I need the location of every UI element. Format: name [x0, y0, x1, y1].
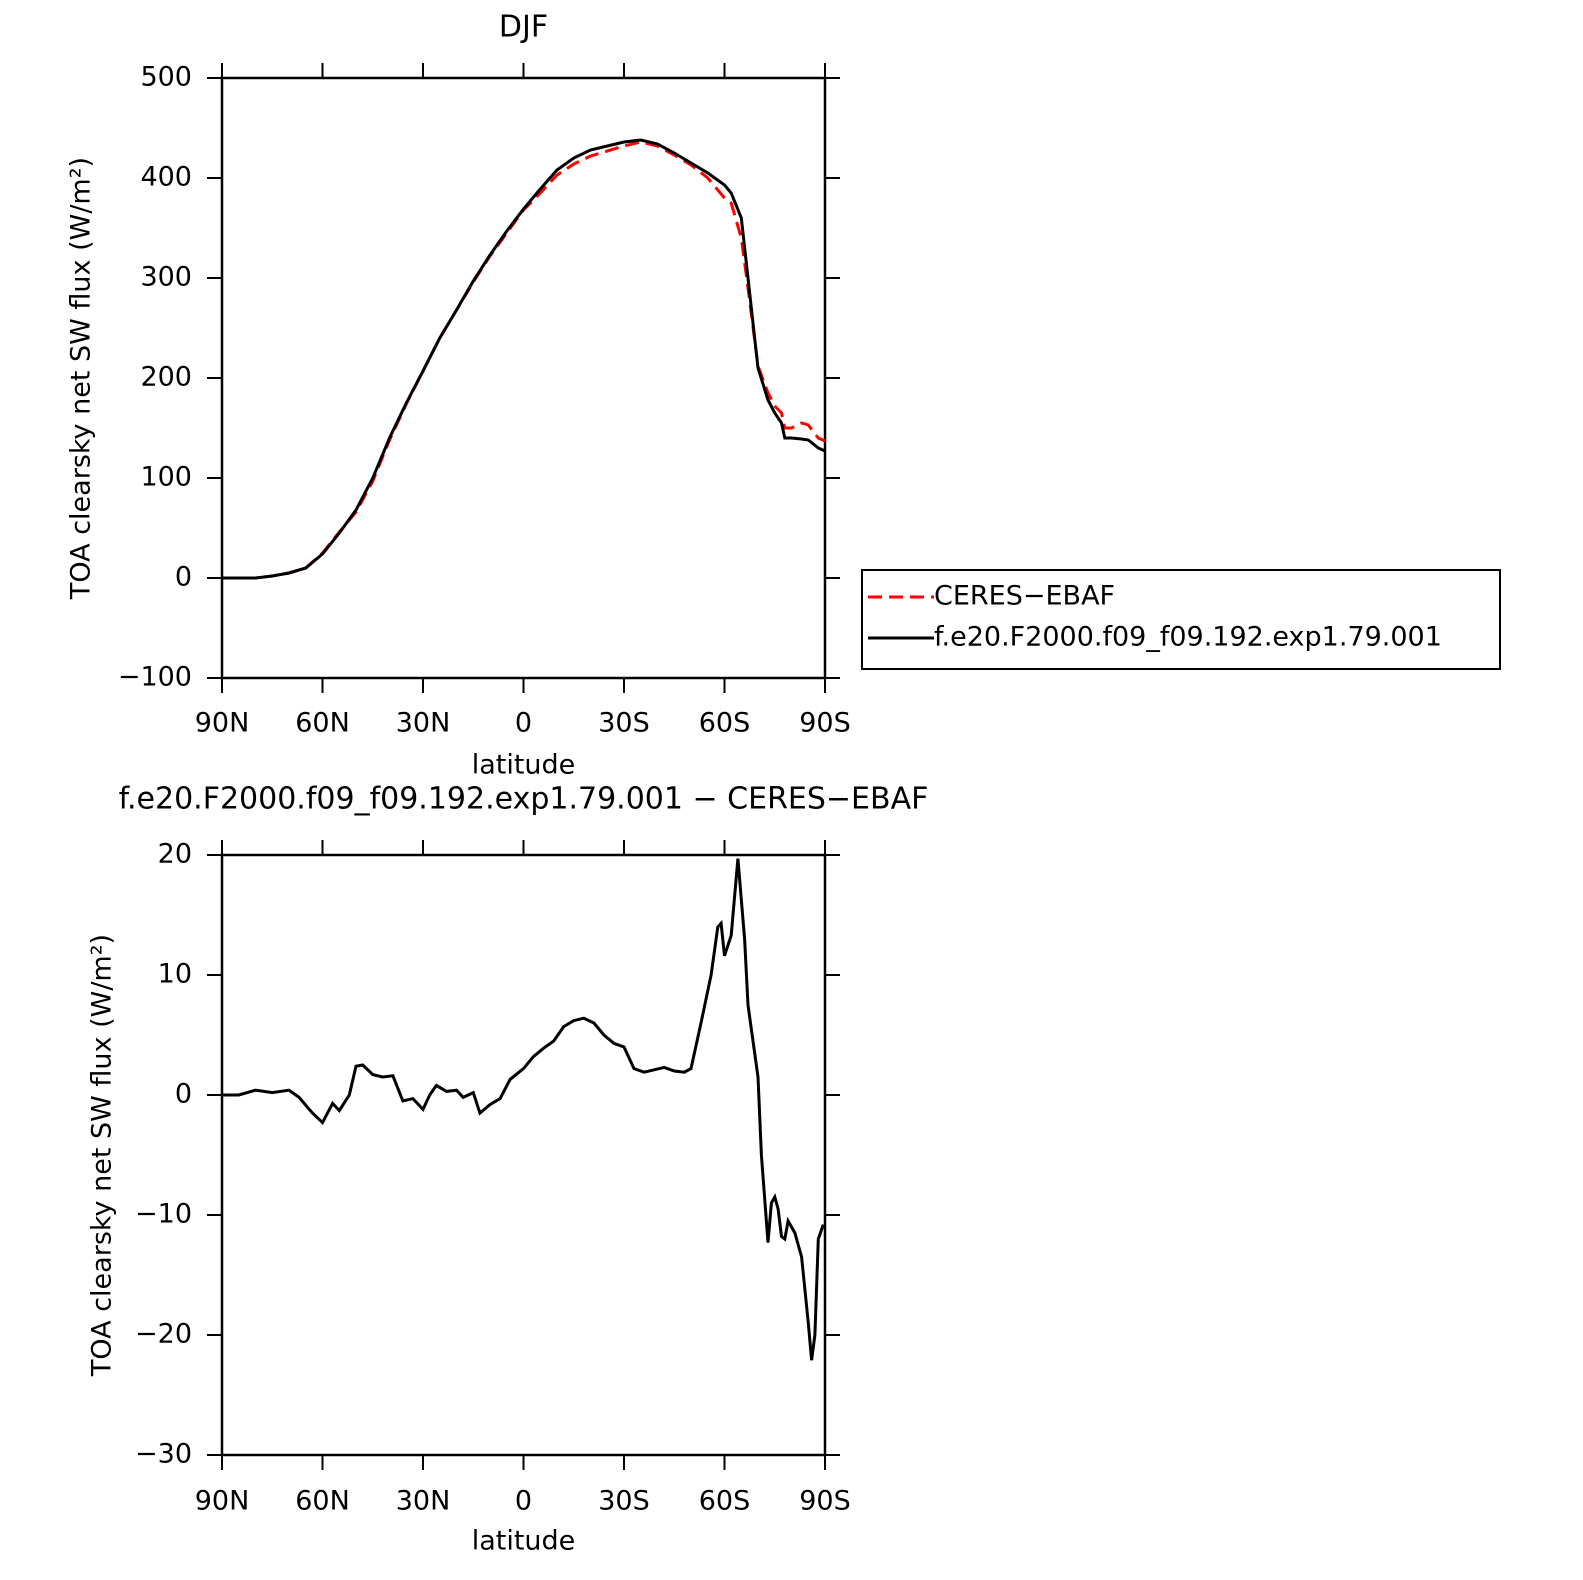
- x-tick-label: 30S: [598, 1486, 650, 1517]
- y-axis-label: TOA clearsky net SW flux (W/m²): [87, 934, 118, 1377]
- y-tick-label: −100: [118, 662, 192, 693]
- y-tick-label: 10: [158, 959, 192, 990]
- y-axis-label: TOA clearsky net SW flux (W/m²): [66, 157, 97, 600]
- y-tick-label: −30: [135, 1439, 192, 1470]
- x-axis-label: latitude: [472, 750, 576, 781]
- y-tick-label: −10: [135, 1199, 192, 1230]
- y-tick-label: −20: [135, 1319, 192, 1350]
- y-tick-label: 500: [140, 62, 192, 93]
- y-tick-label: 20: [158, 839, 192, 870]
- x-tick-label: 60N: [295, 708, 350, 739]
- x-tick-label: 0: [515, 708, 532, 739]
- y-tick-label: 0: [175, 1079, 192, 1110]
- plot-frame: [220, 853, 827, 1457]
- x-tick-label: 60S: [699, 1486, 751, 1517]
- y-tick-label: 300: [140, 262, 192, 293]
- x-axis-label: latitude: [472, 1526, 576, 1557]
- legend-box: [861, 569, 1501, 670]
- x-tick-label: 60N: [295, 1486, 350, 1517]
- y-tick-label: 0: [175, 562, 192, 593]
- data-line: [222, 858, 825, 1361]
- x-tick-label: 60S: [699, 708, 751, 739]
- x-tick-label: 90N: [195, 708, 250, 739]
- chart-title: DJF: [499, 10, 548, 45]
- x-tick-label: 30N: [396, 1486, 451, 1517]
- y-tick-label: 400: [140, 162, 192, 193]
- data-line: [222, 138, 826, 580]
- x-tick-label: 30N: [396, 708, 451, 739]
- legend-label: f.e20.F2000.f09_f09.192.exp1.79.001: [934, 622, 1442, 653]
- chart-title: f.e20.F2000.f09_f09.192.exp1.79.001 − CE…: [119, 782, 929, 817]
- x-tick-label: 90N: [195, 1486, 250, 1517]
- legend-label: CERES−EBAF: [934, 581, 1115, 612]
- y-tick-label: 100: [140, 462, 192, 493]
- y-tick-label: 200: [140, 362, 192, 393]
- x-tick-label: 30S: [598, 708, 650, 739]
- plot-frame: [220, 76, 827, 680]
- x-tick-label: 90S: [799, 708, 851, 739]
- x-tick-label: 90S: [799, 1486, 851, 1517]
- x-tick-label: 0: [515, 1486, 532, 1517]
